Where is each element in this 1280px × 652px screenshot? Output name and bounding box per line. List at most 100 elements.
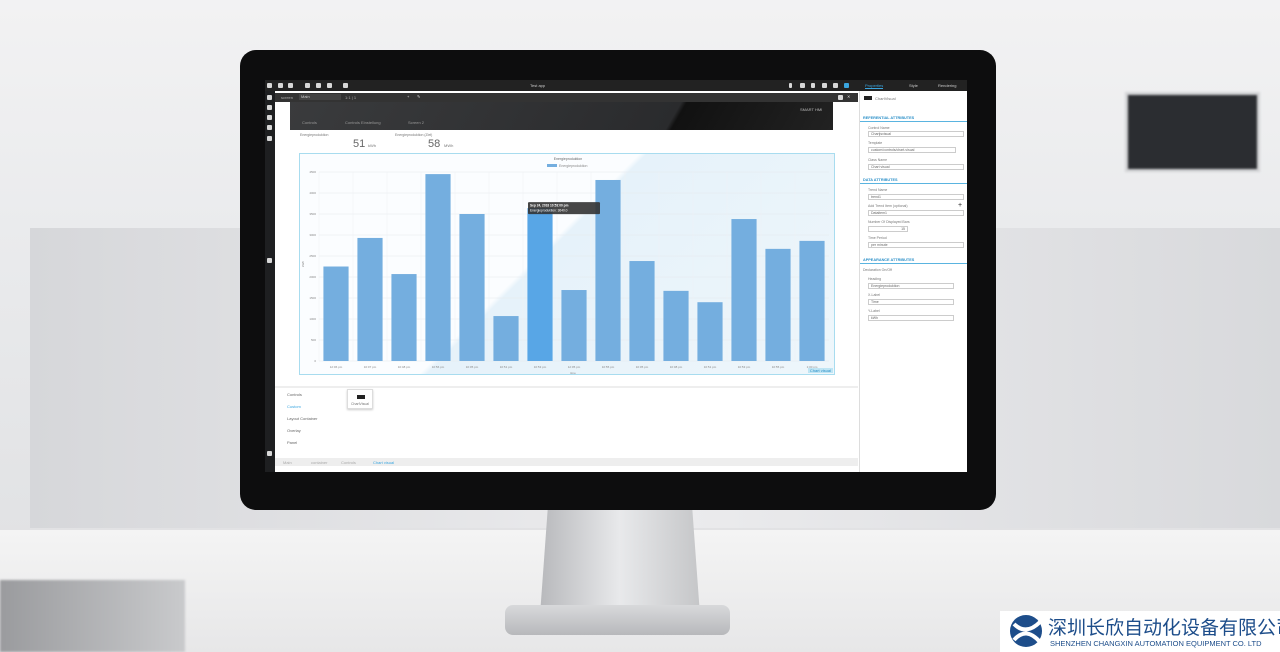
kpi-unit: kWh: [368, 143, 376, 148]
x-tick-label: 10:55 pm: [602, 365, 615, 369]
x-tick-label: 12:06 pm: [330, 365, 343, 369]
tab-style[interactable]: Style: [909, 83, 918, 88]
ylabel-label: Y-Label: [868, 309, 880, 313]
tooltip-title: Sep 24, 2018 10:53:00 pm: [530, 204, 569, 208]
popout-icon[interactable]: [838, 95, 843, 100]
app-title: Test app: [530, 83, 546, 88]
y-tick-label: 3500: [309, 212, 316, 216]
save-icon[interactable]: [278, 83, 283, 88]
section-appearance[interactable]: APPEARANCE ATTRIBUTES: [860, 257, 967, 264]
tablet-landscape-icon[interactable]: [800, 83, 805, 88]
screen-select[interactable]: Main: [299, 94, 341, 100]
kpi-value: 58: [428, 138, 441, 150]
add-trend-label: Add Trend Item (optional): [868, 204, 908, 208]
bar: [391, 274, 417, 361]
home-icon[interactable]: [267, 83, 272, 88]
grid-icon[interactable]: [267, 258, 272, 263]
control-name-label: Control Name: [868, 126, 890, 130]
preview-icon[interactable]: [288, 83, 293, 88]
section-data[interactable]: DATA ATTRIBUTES: [860, 177, 967, 184]
bar: [493, 316, 519, 361]
tab-properties[interactable]: Properties: [865, 83, 884, 89]
nav-controls-einstellung[interactable]: Controls Einstellung: [345, 120, 381, 125]
add-icon[interactable]: +: [407, 94, 410, 99]
category-layout-container[interactable]: Layout Container: [287, 416, 318, 421]
declaration-toggle[interactable]: Declaration On/Off: [863, 268, 892, 272]
add-icon[interactable]: +: [958, 202, 963, 209]
paste-icon[interactable]: [327, 83, 332, 88]
company-watermark: 深圳长欣自动化设备有限公司 SHENZHEN CHANGXIN AUTOMATI…: [1000, 611, 1280, 652]
expand-icon[interactable]: [267, 451, 272, 456]
xlabel-label: X-Label: [868, 293, 881, 297]
tablet-icon[interactable]: [811, 83, 815, 88]
delete-icon[interactable]: [343, 83, 348, 88]
time-period-select[interactable]: per minute: [868, 242, 964, 248]
edit-icon[interactable]: ✎: [417, 94, 421, 99]
tooltip: [528, 202, 600, 215]
trend-name-select[interactable]: trend1: [868, 194, 964, 200]
monitor-stand-base: [505, 605, 730, 635]
breadcrumb-item[interactable]: Main: [283, 460, 292, 465]
code-icon[interactable]: [267, 125, 272, 130]
category-panel[interactable]: Panel: [287, 440, 298, 445]
displayed-bars-input[interactable]: 15: [868, 226, 908, 232]
breadcrumb-item[interactable]: Controls: [341, 460, 356, 465]
breadcrumb-item[interactable]: Chart visual: [373, 460, 395, 465]
xlabel-input[interactable]: Time: [868, 299, 954, 305]
hmi-header: SMART HMI Controls Controls Einstellung …: [290, 102, 833, 130]
heading-input[interactable]: Energieproduktion: [868, 283, 954, 289]
chartvisual-tile[interactable]: ChartVisual: [347, 389, 373, 409]
trend-item-field[interactable]: Dataitem1: [868, 210, 964, 216]
breadcrumb-item[interactable]: container: [311, 460, 328, 465]
category-overlay[interactable]: Overlay: [287, 428, 301, 433]
bar: [799, 240, 825, 361]
chart-visual[interactable]: Energieproduktion Energieproduktion 0 500 10…: [299, 153, 835, 375]
control-name-input[interactable]: Chartjsvisual: [868, 131, 964, 137]
nav-screen-2[interactable]: Screen 2: [408, 120, 425, 125]
nav-controls[interactable]: Controls: [302, 120, 317, 125]
left-toolstrip: [265, 91, 275, 472]
company-name-cn: 深圳长欣自动化设备有限公司: [1048, 617, 1280, 639]
template-input[interactable]: custom/controls/chart-visual: [868, 147, 956, 153]
category-custom[interactable]: Custom: [287, 404, 301, 409]
desktop-icon[interactable]: [833, 83, 838, 88]
phone-icon[interactable]: [789, 83, 792, 88]
bar: [425, 174, 451, 361]
x-tick-label: 10:51 pm: [500, 365, 513, 369]
category-controls[interactable]: Controls: [287, 392, 302, 397]
legend-label: Energieproduktion: [559, 164, 587, 168]
y-tick-label: 1500: [309, 296, 316, 300]
laptop-icon[interactable]: [822, 83, 827, 88]
ylabel-input[interactable]: kWh: [868, 315, 954, 321]
x-tick-label: 10:53 pm: [738, 365, 751, 369]
components-icon[interactable]: [267, 105, 272, 110]
bar: [357, 237, 383, 361]
kpi-unit: MWh: [444, 143, 454, 148]
background-monitor: [1125, 92, 1260, 172]
x-tick-label: 10:07 pm: [364, 365, 377, 369]
time-period-label: Time Period: [868, 236, 887, 240]
breadcrumb: Main container Controls Chart visual: [275, 458, 858, 466]
window-icon[interactable]: [267, 136, 272, 141]
x-tick-label: 10:05 pm: [466, 365, 479, 369]
tab-rendering[interactable]: Rendering: [938, 83, 957, 88]
bar: [697, 302, 723, 361]
screens-icon[interactable]: [267, 95, 272, 100]
monitor-icon[interactable]: [844, 83, 849, 88]
monitor-stand: [540, 505, 700, 615]
bar: [323, 266, 349, 361]
bar: [527, 208, 553, 361]
bar: [459, 214, 485, 361]
copy-icon[interactable]: [316, 83, 321, 88]
y-tick-label: 2500: [309, 254, 316, 258]
x-tick-label: 10:08 pm: [670, 365, 683, 369]
y-tick-label: 4500: [309, 170, 316, 174]
zoom-select[interactable]: 1:1 | 1: [345, 95, 357, 100]
image-icon[interactable]: [267, 115, 272, 120]
class-name-input[interactable]: Chart visual: [868, 164, 964, 170]
y-tick-label: 2000: [309, 275, 316, 279]
close-icon[interactable]: ✕: [847, 94, 851, 99]
section-referential[interactable]: REFERENTIAL ATTRIBUTES: [860, 115, 967, 122]
cut-icon[interactable]: [305, 83, 310, 88]
bar: [765, 248, 791, 361]
